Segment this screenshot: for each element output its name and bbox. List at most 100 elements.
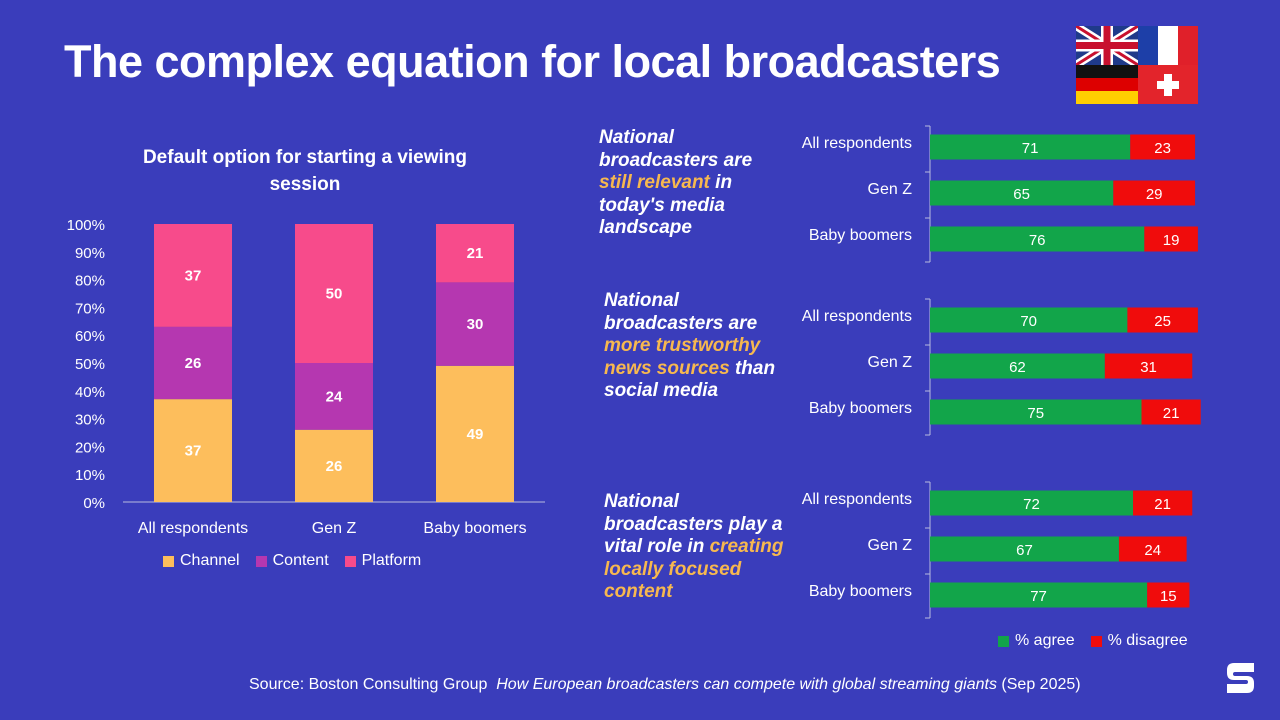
statement-local-content: National broadcasters play a vital role … bbox=[604, 491, 784, 604]
legend-agree: % agree bbox=[998, 632, 1075, 650]
legend-platform-swatch bbox=[344, 555, 356, 567]
data-label-disagree: 21 bbox=[1163, 405, 1180, 422]
flags-group bbox=[1076, 26, 1198, 104]
source-note: Source: Boston Consulting Group How Euro… bbox=[249, 676, 1081, 694]
bar-disagree bbox=[1130, 134, 1196, 160]
left-chart-title: Default option for starting a viewing se… bbox=[142, 147, 468, 195]
legend-content-label: Content bbox=[272, 552, 329, 569]
data-label-disagree: 24 bbox=[1144, 542, 1161, 559]
x-tick-label: All respondents bbox=[138, 520, 248, 537]
bar-channel bbox=[436, 365, 514, 502]
bar-agree bbox=[930, 353, 1105, 379]
germany-flag-icon bbox=[1076, 65, 1138, 104]
row-label: Baby boomers bbox=[809, 583, 912, 600]
legend-channel: Channel bbox=[163, 552, 240, 570]
data-label: 37 bbox=[185, 443, 202, 460]
y-tick-label: 0% bbox=[83, 495, 105, 512]
bar-platform bbox=[295, 224, 373, 363]
bar-agree bbox=[930, 399, 1142, 425]
bar-channel bbox=[154, 399, 232, 502]
left-legend: Channel Content Platform bbox=[163, 552, 421, 570]
statement-trustworthy-rest: than social media bbox=[604, 357, 776, 402]
legend-channel-label: Channel bbox=[180, 552, 240, 569]
data-label-agree: 65 bbox=[1013, 186, 1030, 203]
data-label-agree: 70 bbox=[1020, 313, 1037, 330]
france-flag-icon bbox=[1138, 26, 1198, 65]
data-label: 21 bbox=[467, 245, 484, 262]
data-label-disagree: 15 bbox=[1160, 588, 1177, 605]
row-label: Baby boomers bbox=[809, 400, 912, 417]
bar-platform bbox=[436, 224, 514, 283]
bar-platform bbox=[154, 224, 232, 327]
legend-content-swatch bbox=[255, 555, 267, 567]
y-tick-label: 40% bbox=[75, 384, 105, 401]
data-label: 37 bbox=[185, 267, 202, 284]
x-tick-label: Gen Z bbox=[312, 520, 357, 537]
bar-disagree bbox=[1113, 180, 1196, 206]
right-legend: % agree % disagree bbox=[998, 632, 1188, 650]
data-label-disagree: 21 bbox=[1154, 496, 1171, 513]
page-title: The complex equation for local broadcast… bbox=[64, 36, 1001, 87]
data-label: 50 bbox=[326, 286, 343, 303]
legend-disagree-swatch bbox=[1090, 635, 1102, 647]
data-label-disagree: 29 bbox=[1146, 186, 1163, 203]
data-label: 49 bbox=[467, 426, 484, 443]
legend-agree-label: % agree bbox=[1015, 632, 1075, 649]
statement-local-text: National broadcasters play a vital role … bbox=[604, 491, 783, 557]
uk-flag-icon bbox=[1076, 26, 1141, 69]
bar-agree bbox=[930, 307, 1128, 333]
row-label: All respondents bbox=[802, 308, 912, 325]
data-label: 26 bbox=[326, 458, 343, 475]
statement-local-highlight: creating locally focused content bbox=[604, 536, 784, 602]
data-label-agree: 76 bbox=[1029, 232, 1046, 249]
bar-disagree bbox=[1127, 307, 1198, 333]
data-label-agree: 72 bbox=[1023, 496, 1040, 513]
stacked-bar-chart: 0% 10% 20% 30% 40% 50% 60% 70% 80% 90% 100% 37 26 37 A… bbox=[67, 217, 545, 537]
row-label: Gen Z bbox=[868, 181, 913, 198]
legend-platform-label: Platform bbox=[361, 552, 422, 569]
data-label-disagree: 31 bbox=[1140, 359, 1157, 376]
statement-trustworthy-text: National broadcasters are bbox=[604, 290, 758, 334]
legend-platform: Platform bbox=[344, 552, 422, 570]
right-charts: All respondents 71 23 Gen Z 65 29 Baby boomers… bbox=[770, 120, 1270, 620]
y-tick-label: 100% bbox=[67, 217, 105, 234]
bar-agree bbox=[930, 134, 1131, 160]
data-label-disagree: 23 bbox=[1154, 140, 1171, 157]
row-label: Gen Z bbox=[868, 537, 913, 554]
y-tick-label: 10% bbox=[75, 467, 105, 484]
bar-agree bbox=[930, 536, 1119, 562]
row-label: Baby boomers bbox=[809, 227, 912, 244]
data-label-agree: 62 bbox=[1009, 359, 1026, 376]
bar-content bbox=[154, 326, 232, 400]
source-publication: How European broadcasters can compete wi… bbox=[496, 676, 997, 693]
bar-disagree bbox=[1141, 399, 1201, 425]
data-label-agree: 75 bbox=[1027, 405, 1044, 422]
source-prefix: Source: Boston Consulting Group bbox=[249, 676, 488, 693]
legend-content: Content bbox=[255, 552, 329, 570]
bar-disagree bbox=[1144, 226, 1198, 252]
legend-disagree-label: % disagree bbox=[1107, 632, 1188, 649]
y-tick-label: 60% bbox=[75, 328, 105, 345]
bar-disagree bbox=[1104, 353, 1193, 379]
statement-relevant-text: National broadcasters are bbox=[599, 127, 753, 171]
row-label: Gen Z bbox=[868, 354, 913, 371]
y-tick-label: 20% bbox=[75, 439, 105, 456]
y-tick-label: 30% bbox=[75, 412, 105, 429]
brand-s-logo-icon bbox=[1227, 663, 1254, 693]
bar-content bbox=[436, 282, 514, 366]
statement-trustworthy: National broadcasters are more trustwort… bbox=[604, 290, 784, 403]
statement-trustworthy-highlight: more trustworthy news sources bbox=[604, 335, 761, 379]
data-label: 30 bbox=[467, 316, 484, 333]
left-chart: Default option for starting a viewing se… bbox=[0, 120, 580, 590]
legend-disagree: % disagree bbox=[1090, 632, 1188, 650]
data-label: 26 bbox=[185, 355, 202, 372]
bar-channel bbox=[295, 429, 373, 502]
source-date: (Sep 2025) bbox=[1001, 676, 1081, 693]
bar-agree bbox=[930, 490, 1134, 516]
bar-agree bbox=[930, 226, 1145, 252]
y-tick-label: 90% bbox=[75, 245, 105, 262]
row-label: All respondents bbox=[802, 491, 912, 508]
horizontal-bar-charts: All respondents 71 23 Gen Z 65 29 Baby boomers… bbox=[802, 125, 1201, 619]
data-label-disagree: 19 bbox=[1163, 232, 1180, 249]
data-label-agree: 71 bbox=[1022, 140, 1039, 157]
